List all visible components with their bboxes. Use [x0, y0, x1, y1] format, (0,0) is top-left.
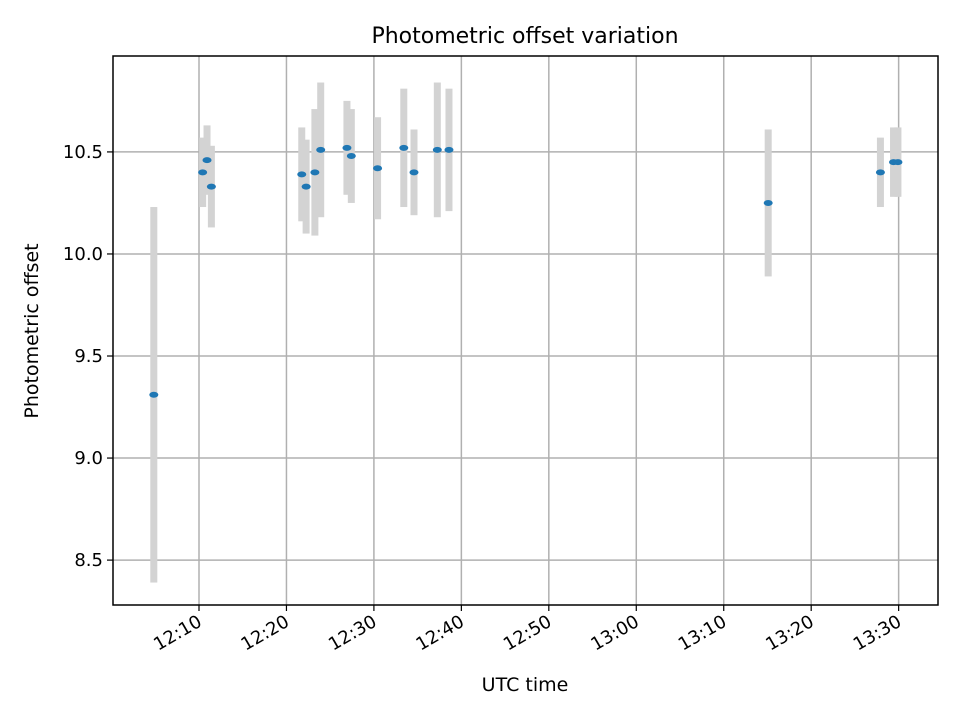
data-point — [444, 146, 454, 153]
y-tick-label: 9.0 — [74, 448, 103, 469]
y-tick-label: 10.0 — [63, 244, 103, 265]
data-point — [301, 183, 311, 190]
y-axis-title: Photometric offset — [21, 243, 43, 418]
data-point — [316, 146, 326, 153]
data-point — [763, 199, 773, 206]
data-point — [206, 183, 216, 190]
data-point — [409, 169, 419, 176]
data-point — [202, 157, 212, 164]
x-axis-title: UTC time — [482, 674, 569, 696]
y-tick-label: 10.5 — [63, 142, 103, 163]
data-point — [373, 165, 383, 172]
data-point — [432, 146, 442, 153]
chart-title: Photometric offset variation — [371, 24, 678, 49]
data-point — [399, 144, 409, 151]
plot-frame — [112, 55, 939, 606]
y-tick-label: 9.5 — [74, 346, 103, 367]
data-point — [346, 153, 356, 160]
data-point — [342, 144, 352, 151]
plot-area — [113, 56, 938, 605]
data-point — [198, 169, 208, 176]
y-tick-label: 8.5 — [74, 550, 103, 571]
data-point — [149, 391, 159, 398]
data-point — [310, 169, 320, 176]
data-point — [297, 171, 307, 178]
data-point — [893, 159, 903, 166]
data-points — [149, 144, 903, 398]
data-point — [875, 169, 885, 176]
y-axis: 8.5 9.0 9.5 10.0 10.5 — [63, 142, 113, 571]
